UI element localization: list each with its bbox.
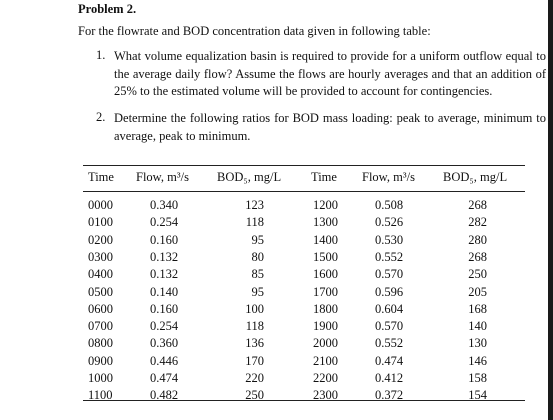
table-cell: 118 bbox=[245, 215, 264, 230]
table-cell: 0.596 bbox=[375, 284, 404, 299]
question-number: 1. bbox=[96, 48, 106, 62]
table-cell: 1100 bbox=[88, 388, 113, 403]
table-cell: 146 bbox=[468, 353, 487, 368]
table-cell: 1800 bbox=[313, 301, 338, 316]
table-cell: 0.552 bbox=[375, 249, 404, 264]
table-cell: 0700 bbox=[88, 319, 113, 334]
table-cell: 1000 bbox=[88, 371, 113, 385]
table-cell: 0.526 bbox=[375, 215, 404, 230]
table-cell: 123 bbox=[245, 198, 264, 212]
table-cell: 0.474 bbox=[375, 353, 404, 368]
table-cell: 0.474 bbox=[150, 371, 179, 385]
table-cell: 168 bbox=[468, 301, 487, 316]
table-cell: 1300 bbox=[313, 215, 338, 230]
table-cell: 0300 bbox=[88, 249, 113, 264]
table-cell: 136 bbox=[245, 336, 264, 351]
intro-text: For the flowrate and BOD concentration d… bbox=[78, 24, 431, 38]
table-cell: 158 bbox=[468, 371, 487, 385]
column-header: BOD₅, mg/L bbox=[217, 170, 282, 184]
table-cell: 2100 bbox=[313, 353, 338, 368]
table-cell: 0.570 bbox=[375, 319, 404, 334]
table-cell: 140 bbox=[468, 319, 487, 334]
table-cell: 0.508 bbox=[375, 198, 404, 212]
table-cell: 1200 bbox=[313, 198, 338, 212]
question-text: Determine the following ratios for BOD m… bbox=[114, 111, 546, 143]
table-cell: 268 bbox=[468, 249, 487, 264]
table-cell: 280 bbox=[468, 232, 487, 247]
table-cell: 1900 bbox=[313, 319, 338, 334]
table-cell: 0600 bbox=[88, 301, 113, 316]
table-cell: 0400 bbox=[88, 267, 113, 282]
column-header: Time bbox=[88, 170, 114, 184]
table-cell: 0.340 bbox=[150, 198, 179, 212]
table-cell: 1600 bbox=[313, 267, 338, 282]
table-cell: 2000 bbox=[313, 336, 338, 351]
table-cell: 268 bbox=[468, 198, 487, 212]
table-cell: 0.132 bbox=[150, 249, 179, 264]
table-cell: 0.160 bbox=[150, 301, 179, 316]
table-header-rule bbox=[83, 191, 525, 192]
table-cell: 95 bbox=[251, 232, 265, 247]
table-cell: 0.482 bbox=[150, 388, 179, 403]
table-cell: 0.360 bbox=[150, 336, 179, 351]
column-header: BOD₅, mg/L bbox=[443, 170, 508, 184]
table-cell: 80 bbox=[251, 249, 265, 264]
table-cell: 0.372 bbox=[375, 388, 404, 403]
table-cell: 2200 bbox=[313, 371, 338, 385]
question-text: What volume equalization basin is requir… bbox=[114, 49, 546, 98]
column-header: Time bbox=[311, 170, 337, 184]
table-cell: 1700 bbox=[313, 284, 338, 299]
table-cell: 0.530 bbox=[375, 232, 404, 247]
question-number: 2. bbox=[96, 110, 106, 124]
table-cell: 250 bbox=[245, 388, 264, 403]
table-cell: 0.552 bbox=[375, 336, 404, 351]
table-cell: 0.570 bbox=[375, 267, 404, 282]
table-bottom-rule bbox=[83, 400, 525, 401]
table-cell: 0.160 bbox=[150, 232, 179, 247]
table-cell: 0900 bbox=[88, 353, 113, 368]
table-cell: 95 bbox=[251, 284, 265, 299]
table-cell: 0200 bbox=[88, 232, 113, 247]
table-cell: 220 bbox=[245, 371, 264, 385]
table-cell: 0.254 bbox=[150, 215, 179, 230]
table-top-rule bbox=[83, 165, 525, 166]
table-cell: 130 bbox=[468, 336, 487, 351]
table-cell: 118 bbox=[245, 319, 264, 334]
problem-title: Problem 2. bbox=[78, 2, 137, 16]
table-cell: 0800 bbox=[88, 336, 113, 351]
table-cell: 0000 bbox=[88, 198, 113, 212]
table-cell: 282 bbox=[468, 215, 487, 230]
table-cell: 2300 bbox=[313, 388, 338, 403]
table-cell: 1400 bbox=[313, 232, 338, 247]
table-cell: 0.132 bbox=[150, 267, 179, 282]
table-cell: 205 bbox=[468, 284, 487, 299]
table-cell: 170 bbox=[245, 353, 264, 368]
table-cell: 0.140 bbox=[150, 284, 179, 299]
table-cell: 100 bbox=[245, 301, 264, 316]
table-cell: 0.604 bbox=[375, 301, 404, 316]
table-cell: 0500 bbox=[88, 284, 113, 299]
table-cell: 0100 bbox=[88, 215, 113, 230]
table-cell: 154 bbox=[468, 388, 487, 403]
table-cell: 0.412 bbox=[375, 371, 404, 385]
table-cell: 85 bbox=[251, 267, 265, 282]
table-cell: 0.254 bbox=[150, 319, 179, 334]
table-cell: 250 bbox=[468, 267, 487, 282]
column-header: Flow, m³/s bbox=[136, 170, 189, 184]
table-cell: 1500 bbox=[313, 249, 338, 264]
column-header: Flow, m³/s bbox=[362, 170, 415, 184]
window-edge bbox=[548, 0, 553, 420]
table-cell: 0.446 bbox=[150, 353, 179, 368]
